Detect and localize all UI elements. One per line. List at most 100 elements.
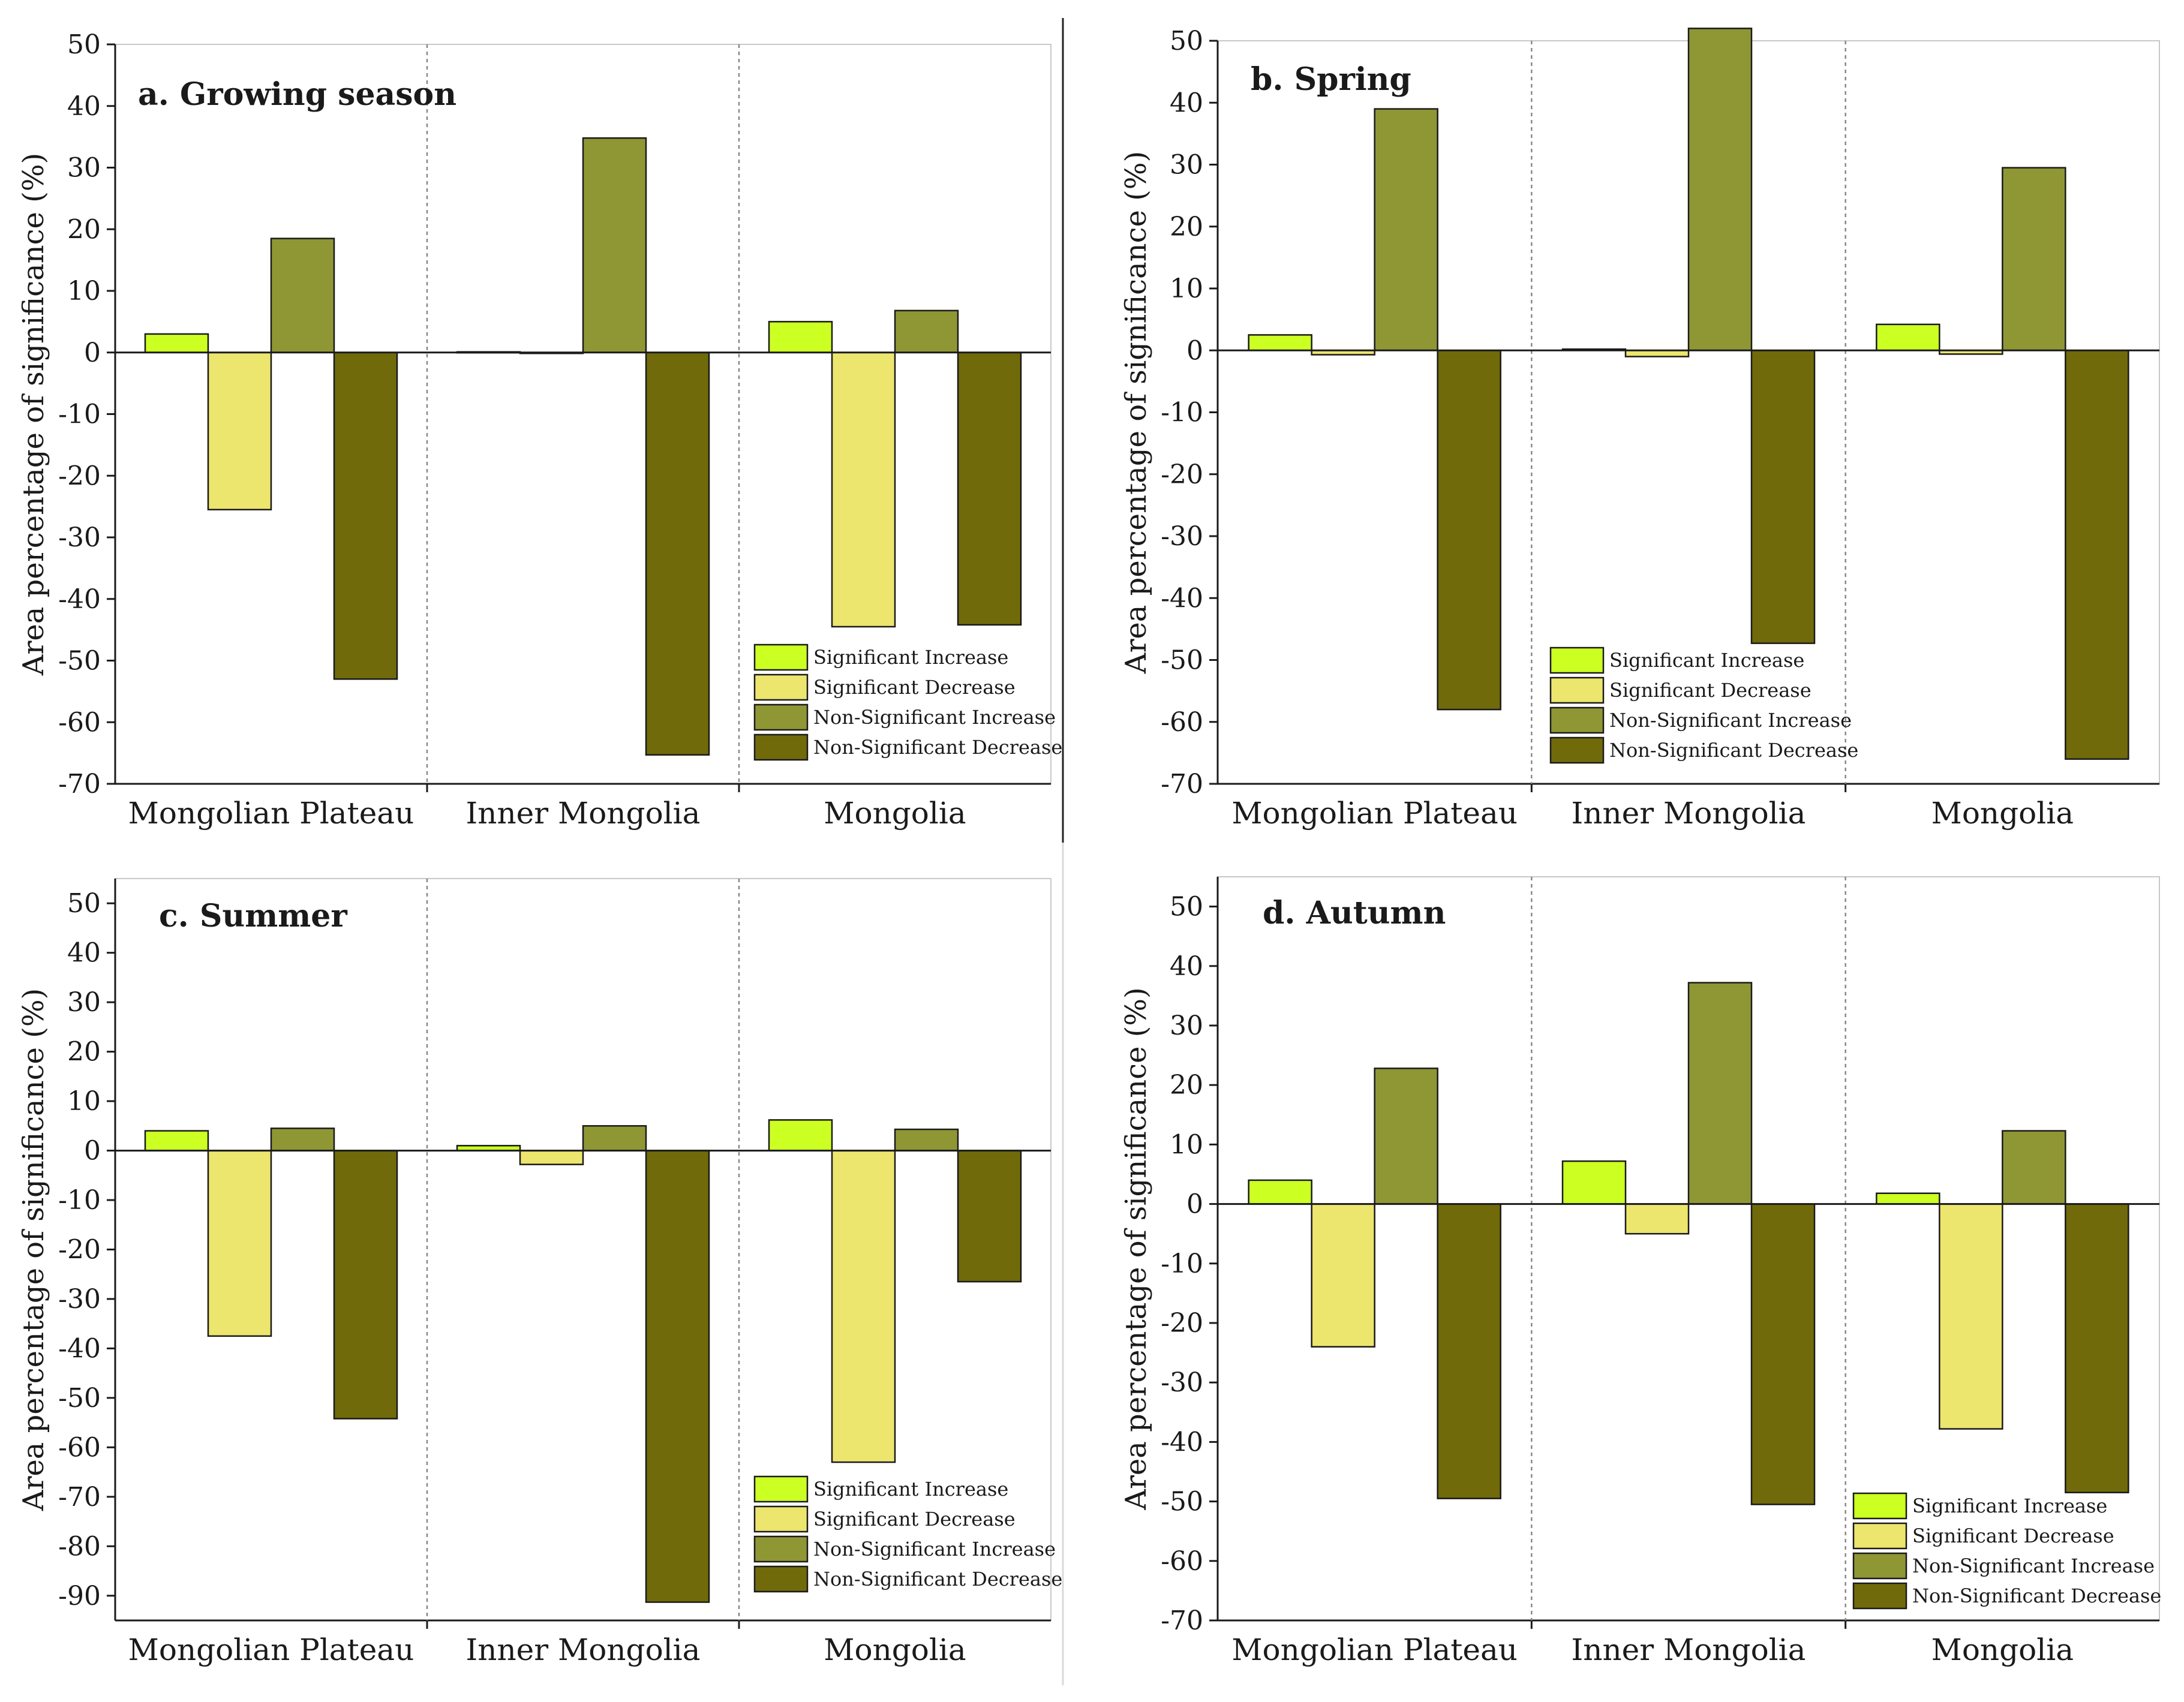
legend-label: Non-Significant Increase xyxy=(1609,709,1852,732)
legend-label: Non-Significant Decrease xyxy=(813,1568,1062,1590)
bar xyxy=(519,1150,584,1165)
y-tick-label: -70 xyxy=(1161,769,1203,799)
legend-label: Significant Decrease xyxy=(813,676,1016,699)
chart-panel-4: 50 40 30 20 10 0 -10 -20 -30 -40 -50 -60 -70 Mongolia… xyxy=(1119,876,2161,1667)
bar xyxy=(1437,1203,1501,1499)
bar xyxy=(582,1125,647,1151)
y-tick-label: -60 xyxy=(1161,707,1203,738)
legend-label: Significant Decrease xyxy=(1912,1524,2114,1547)
y-tick-label: -30 xyxy=(58,1284,101,1315)
category-label: Mongolia xyxy=(824,1632,966,1667)
category-label: Mongolian Plateau xyxy=(128,1632,414,1667)
bar xyxy=(333,1150,398,1420)
chart-panel-3: 50 40 30 20 10 0 -10 -20 -30 -40 -50 -60 -70 -80 -90 Mo… xyxy=(17,878,1062,1667)
bar xyxy=(207,1150,272,1337)
bar xyxy=(1311,1203,1375,1348)
bar xyxy=(768,1119,833,1151)
y-tick-label: 40 xyxy=(67,91,101,122)
y-tick-label: 40 xyxy=(1170,88,1203,118)
legend-swatch xyxy=(753,1505,809,1533)
chart-panel-1: 50 40 30 20 10 0 -10 -20 -30 -40 -50 -60 -70 Mongolia… xyxy=(17,29,1062,831)
category-label: Mongolian Plateau xyxy=(1231,796,1518,831)
bar xyxy=(2065,350,2129,760)
bar xyxy=(333,351,398,680)
bar xyxy=(1248,1179,1312,1205)
bar xyxy=(207,351,272,511)
chart-title: b. Spring xyxy=(1251,61,1411,98)
y-tick-label: -70 xyxy=(1161,1605,1203,1636)
legend-swatch xyxy=(1549,706,1605,734)
legend-swatch xyxy=(1852,1492,1907,1520)
legend-label: Non-Significant Decrease xyxy=(1609,739,1858,762)
legend-label: Non-Significant Increase xyxy=(813,706,1056,729)
y-tick-label: 0 xyxy=(1186,335,1203,366)
bar xyxy=(1374,1067,1438,1205)
y-tick-label: -20 xyxy=(58,1235,101,1265)
legend-swatch xyxy=(753,1565,809,1593)
category-label: Inner Mongolia xyxy=(466,796,701,831)
legend-label: Significant Decrease xyxy=(813,1508,1016,1530)
legend-label: Significant Increase xyxy=(813,1478,1008,1500)
legend-swatch xyxy=(1549,646,1605,674)
y-tick-label: 10 xyxy=(1170,273,1203,304)
y-tick-label: -60 xyxy=(58,1432,101,1463)
category-label: Inner Mongolia xyxy=(1572,1632,1806,1667)
chart-panel-2: 50 40 30 20 10 0 -10 -20 -30 -40 -50 -60 -70 Mongolia… xyxy=(1119,26,2160,831)
bar xyxy=(957,1150,1022,1283)
legend-label: Non-Significant Decrease xyxy=(813,736,1062,759)
legend-label: Significant Increase xyxy=(1609,649,1804,672)
legend: Significant Increase Significant Decrease… xyxy=(1852,1492,2161,1610)
y-tick-label: 30 xyxy=(67,987,101,1018)
category-label: Mongolian Plateau xyxy=(128,796,414,831)
legend-swatch xyxy=(753,733,809,761)
legend-swatch xyxy=(1549,676,1605,704)
legend-swatch xyxy=(1852,1582,1907,1610)
bar xyxy=(768,321,833,353)
y-tick-label: 0 xyxy=(84,1136,101,1166)
bar xyxy=(894,309,959,354)
y-tick-label: -30 xyxy=(1161,521,1203,552)
y-tick-label: 20 xyxy=(67,214,101,245)
chart-title: d. Autumn xyxy=(1263,895,1446,931)
legend-label: Non-Significant Decrease xyxy=(1912,1584,2161,1607)
category-label: Inner Mongolia xyxy=(1572,796,1806,831)
y-tick-label: 50 xyxy=(67,29,101,60)
legend: Significant Increase Significant Decrease… xyxy=(753,643,1062,761)
y-tick-label: -10 xyxy=(1161,398,1203,428)
y-tick-label: 30 xyxy=(1170,1011,1203,1041)
legend-swatch xyxy=(1549,736,1605,764)
y-tick-label: -70 xyxy=(58,769,101,799)
legend-swatch xyxy=(753,1535,809,1563)
bar xyxy=(2065,1203,2129,1493)
category-label: Mongolia xyxy=(1931,1632,2074,1667)
y-tick-label: -40 xyxy=(1161,1427,1203,1457)
y-tick-label: -10 xyxy=(58,1185,101,1216)
bar xyxy=(270,1127,335,1151)
legend-swatch xyxy=(1852,1522,1907,1550)
bar xyxy=(645,351,710,756)
bar xyxy=(1687,982,1753,1205)
y-tick-label: -40 xyxy=(58,584,101,615)
y-tick-label: -80 xyxy=(58,1531,101,1562)
bar xyxy=(144,1130,209,1151)
bar xyxy=(2002,167,2066,351)
y-tick-label: -30 xyxy=(58,522,101,553)
bar xyxy=(831,351,896,628)
category-label: Mongolia xyxy=(824,796,966,831)
y-tick-label: -30 xyxy=(1161,1367,1203,1398)
bar xyxy=(1561,1160,1627,1205)
y-tick-label: 0 xyxy=(84,338,101,368)
chart-title: c. Summer xyxy=(159,898,347,934)
y-tick-label: -20 xyxy=(1161,459,1203,490)
y-tick-label: -40 xyxy=(58,1333,101,1364)
legend-swatch xyxy=(753,1475,809,1503)
y-tick-label: -60 xyxy=(1161,1546,1203,1577)
legend-label: Non-Significant Increase xyxy=(813,1538,1056,1560)
bar xyxy=(1624,350,1690,357)
category-label: Inner Mongolia xyxy=(466,1632,701,1667)
legend: Significant Increase Significant Decrease… xyxy=(753,1475,1062,1593)
bar xyxy=(144,333,209,353)
legend-label: Significant Decrease xyxy=(1609,679,1812,702)
legend-label: Significant Increase xyxy=(813,646,1008,669)
